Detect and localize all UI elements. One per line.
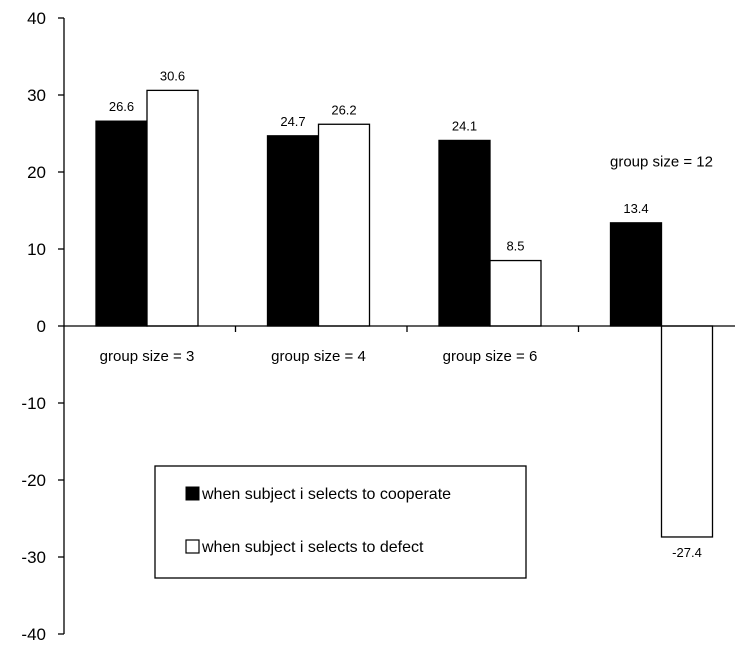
legend-label-cooperate: when subject i selects to cooperate bbox=[201, 486, 451, 503]
category-labels: group size = 3 group size = 4 group size =… bbox=[100, 154, 713, 365]
bar-defect bbox=[660, 325, 714, 538]
data-label-cooperate: 13.4 bbox=[623, 201, 648, 216]
bar-cooperate bbox=[609, 222, 663, 327]
y-tick-label: 20 bbox=[27, 163, 46, 182]
legend: when subject i selects to cooperate when… bbox=[154, 465, 527, 579]
category-label: group size = 6 bbox=[443, 348, 538, 365]
legend-swatch-defect bbox=[185, 539, 200, 554]
legend-label-defect: when subject i selects to defect bbox=[201, 539, 424, 556]
y-tick-label: 30 bbox=[27, 86, 46, 105]
category-label: group size = 3 bbox=[100, 348, 195, 365]
y-tick-label: -10 bbox=[21, 394, 46, 413]
y-tick-label: -20 bbox=[21, 471, 46, 490]
y-tick-label: -30 bbox=[21, 548, 46, 567]
bar-cooperate bbox=[266, 135, 320, 327]
bar-defect bbox=[317, 123, 371, 327]
bar-defect bbox=[146, 89, 199, 327]
data-labels: 26.6 24.7 24.1 13.4 30.6 26.2 8.5 -27.4 bbox=[109, 68, 702, 560]
data-label-defect: 30.6 bbox=[160, 68, 185, 83]
bar-cooperate bbox=[438, 139, 491, 327]
category-label: group size = 4 bbox=[271, 348, 366, 365]
x-axis-zero-line bbox=[64, 325, 735, 332]
y-tick-label: -40 bbox=[21, 625, 46, 644]
y-tick-label: 10 bbox=[27, 240, 46, 259]
data-label-defect: 26.2 bbox=[331, 102, 356, 117]
data-label-defect: -27.4 bbox=[672, 545, 702, 560]
bar-defect bbox=[489, 259, 542, 327]
category-label: group size = 12 bbox=[610, 154, 713, 171]
data-label-cooperate: 26.6 bbox=[109, 99, 134, 114]
y-axis: 40 30 20 10 0 -10 -20 -30 -40 bbox=[21, 9, 65, 644]
bar-cooperate bbox=[95, 120, 148, 327]
legend-swatch-cooperate bbox=[185, 486, 200, 501]
legend-box bbox=[154, 465, 527, 579]
data-label-cooperate: 24.7 bbox=[280, 114, 305, 129]
y-tick-label: 40 bbox=[27, 9, 46, 28]
data-label-cooperate: 24.1 bbox=[452, 118, 477, 133]
data-label-defect: 8.5 bbox=[506, 239, 524, 254]
y-tick-label: 0 bbox=[37, 317, 46, 336]
